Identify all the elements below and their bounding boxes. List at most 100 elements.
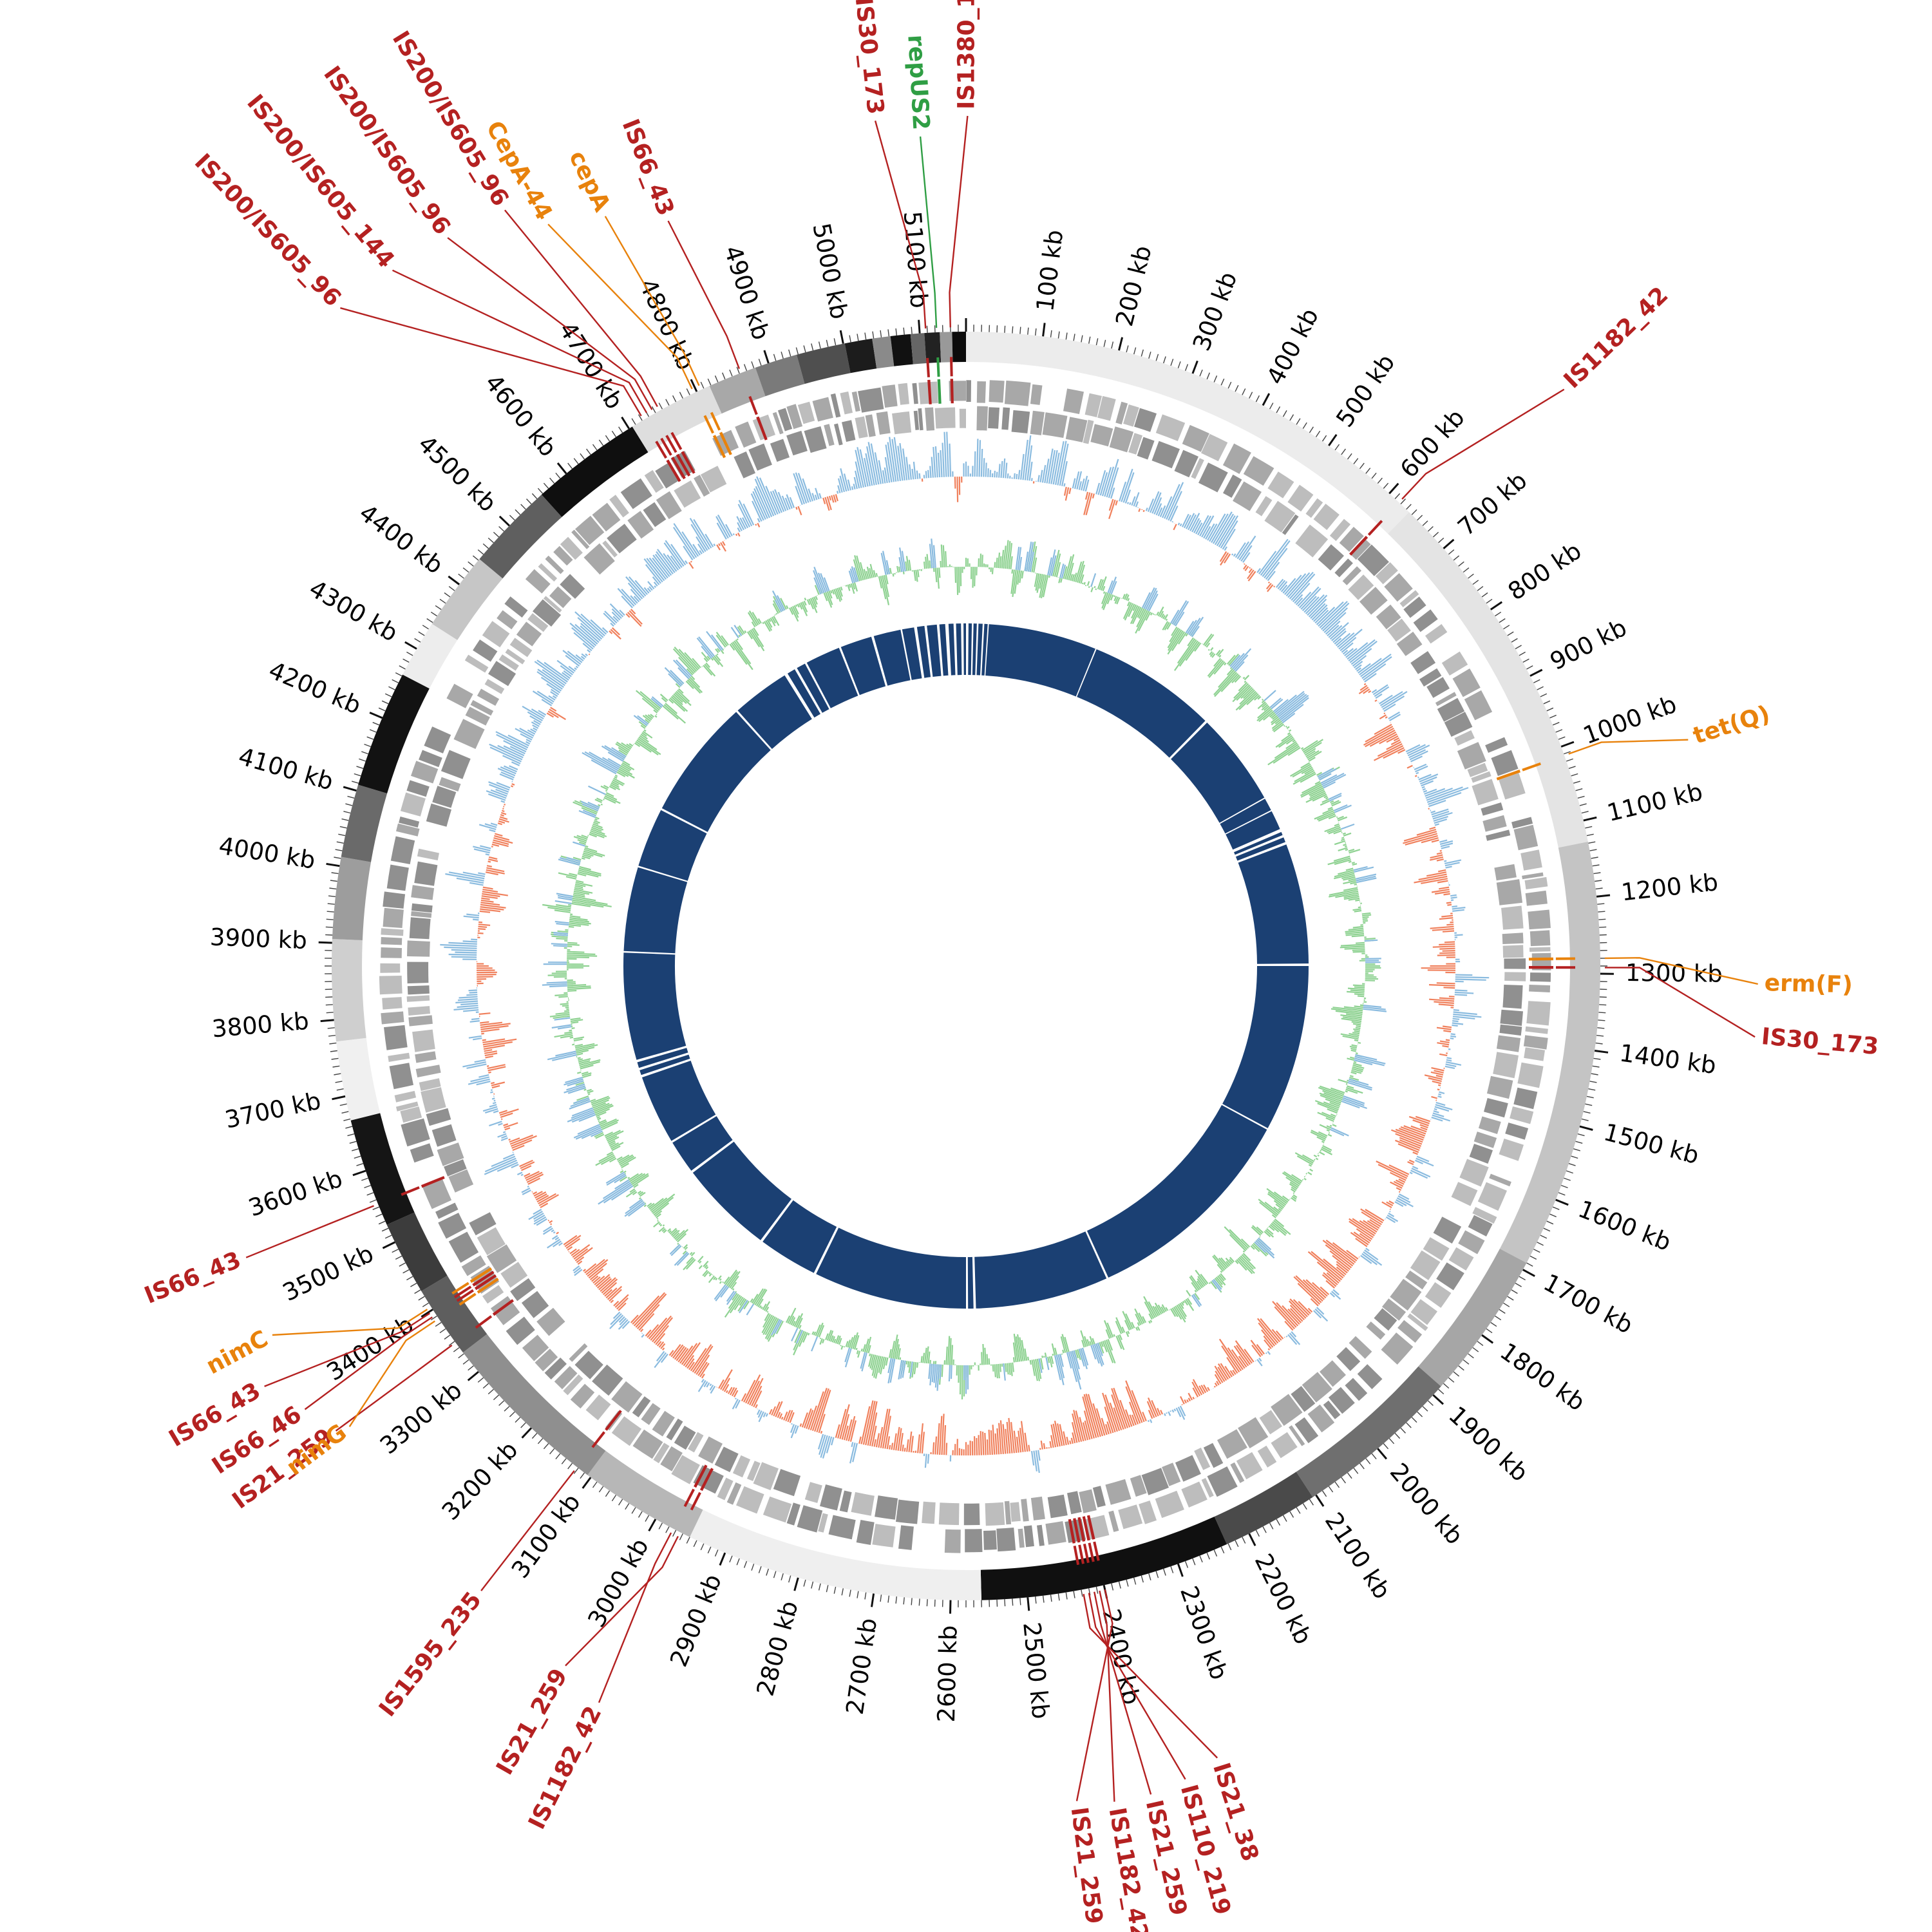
tick-label: 3800 kb bbox=[211, 1007, 310, 1043]
gene-label: IS1380_141 bbox=[953, 0, 980, 109]
tick-label: 3700 kb bbox=[222, 1087, 323, 1134]
tick-label: 1200 kb bbox=[1620, 868, 1719, 906]
tick-label: 2700 kb bbox=[841, 1616, 883, 1717]
tick-label: 1500 kb bbox=[1601, 1118, 1702, 1170]
tick-label: 700 kb bbox=[1452, 466, 1532, 541]
contig-segment bbox=[690, 1510, 981, 1600]
tick-label: 600 kb bbox=[1395, 404, 1470, 483]
contig-segment bbox=[479, 495, 562, 579]
tick-label: 1400 kb bbox=[1618, 1039, 1718, 1079]
gene-position-mark bbox=[655, 440, 668, 459]
tick-label: 3000 kb bbox=[582, 1533, 654, 1632]
gene-cds-mark bbox=[492, 1299, 514, 1316]
tick-label: 3900 kb bbox=[209, 923, 307, 954]
gene-position-mark bbox=[665, 435, 677, 453]
contig-segment bbox=[350, 1113, 415, 1225]
contig-segment bbox=[844, 338, 877, 374]
contig-segment bbox=[402, 623, 458, 689]
tick-label: 5000 kb bbox=[807, 221, 853, 321]
gene-cds-mark bbox=[1068, 1519, 1075, 1544]
gene-cds-mark bbox=[671, 457, 686, 480]
gene-leader-line bbox=[1088, 1593, 1186, 1780]
contig-segment bbox=[924, 332, 942, 363]
tick-label: 1900 kb bbox=[1443, 1401, 1533, 1487]
tick-label: 4300 kb bbox=[305, 574, 402, 647]
gene-leader-line bbox=[335, 1344, 453, 1432]
gene-cds-mark bbox=[472, 1271, 495, 1287]
contig-segment bbox=[386, 1212, 448, 1291]
tick-label: 500 kb bbox=[1331, 349, 1400, 432]
tick-label: 3600 kb bbox=[245, 1164, 346, 1222]
tick-label: 1700 kb bbox=[1539, 1269, 1638, 1340]
gene-leader-line bbox=[598, 1532, 672, 1703]
gene-position-mark bbox=[926, 357, 930, 377]
gene-cds-mark bbox=[699, 1468, 714, 1492]
gene-leader-line bbox=[1094, 1591, 1152, 1795]
contig-segment bbox=[709, 367, 766, 414]
contig-segment bbox=[1499, 842, 1601, 1263]
gene-cds-mark bbox=[1077, 1517, 1086, 1542]
contig-segment bbox=[1214, 1472, 1313, 1544]
tick-label: 4500 kb bbox=[413, 430, 502, 518]
tick-label: 400 kb bbox=[1262, 304, 1325, 390]
gene-position-mark bbox=[710, 412, 721, 431]
gene-leader-line bbox=[447, 237, 653, 410]
gene-position-mark bbox=[1078, 1544, 1084, 1564]
contig-segment bbox=[587, 1450, 703, 1537]
contig-segment bbox=[797, 343, 851, 384]
gene-position-mark bbox=[401, 1186, 420, 1196]
tick-label: 4900 kb bbox=[719, 242, 775, 343]
contig-segment bbox=[336, 1037, 381, 1121]
gene-leader-line bbox=[604, 216, 700, 386]
gene-position-mark bbox=[703, 415, 715, 434]
gene-cds-mark bbox=[694, 1464, 708, 1488]
gene-cds-mark bbox=[469, 1267, 493, 1283]
gene-leader-line bbox=[480, 1470, 575, 1591]
gene-cds-mark bbox=[927, 379, 932, 404]
gene-position-mark bbox=[1367, 520, 1383, 536]
gene-cds-mark bbox=[937, 379, 942, 404]
gene-label: IS66_43 bbox=[141, 1247, 245, 1309]
gene-leader-line bbox=[264, 1312, 431, 1387]
tick-label: 2500 kb bbox=[1018, 1621, 1055, 1720]
gene-cds-mark bbox=[756, 416, 768, 440]
contig-segment bbox=[980, 1517, 1227, 1600]
contig-segment bbox=[431, 559, 503, 640]
gene-cds-mark bbox=[421, 1176, 445, 1188]
contig-segment bbox=[332, 939, 366, 1042]
contig-segment bbox=[358, 674, 430, 793]
tick-label: 3400 kb bbox=[322, 1311, 419, 1387]
tick-label: 3500 kb bbox=[278, 1240, 378, 1307]
gene-label: IS21_259 bbox=[1066, 1806, 1108, 1926]
tick-label: 2100 kb bbox=[1320, 1508, 1396, 1604]
tick-label: 2000 kb bbox=[1385, 1458, 1469, 1550]
gene-cds-mark bbox=[1349, 536, 1368, 556]
contig-segment bbox=[1418, 1249, 1527, 1387]
gene-position-mark bbox=[456, 1289, 474, 1302]
gene-leader-line bbox=[1099, 1590, 1115, 1802]
gene-position-mark bbox=[748, 395, 758, 415]
gene-position-mark bbox=[1083, 1543, 1090, 1564]
gene-cds-mark bbox=[1073, 1518, 1081, 1543]
gene-leader-line bbox=[547, 223, 693, 390]
gene-leader-line bbox=[667, 220, 741, 370]
tick-label: 100 kb bbox=[1031, 228, 1068, 313]
tick-label: 2900 kb bbox=[665, 1570, 727, 1671]
contig-segment bbox=[910, 333, 927, 365]
gene-cds-mark bbox=[1496, 770, 1520, 781]
gene-leader-line bbox=[1568, 739, 1689, 755]
contig-segment bbox=[541, 426, 649, 517]
tick-label: 300 kb bbox=[1188, 268, 1243, 354]
contig-segment bbox=[421, 1275, 488, 1353]
contig-segment bbox=[1296, 1366, 1441, 1497]
gene-position-mark bbox=[1073, 1546, 1080, 1566]
gene-position-mark bbox=[660, 437, 672, 456]
major-ticks bbox=[318, 318, 1614, 1614]
gene-cds-mark bbox=[1086, 1515, 1095, 1540]
gene-label: nimC bbox=[202, 1325, 272, 1379]
gene-leader-line bbox=[392, 269, 648, 413]
tick-label: 4400 kb bbox=[354, 499, 448, 580]
gene-position-mark bbox=[1522, 762, 1541, 772]
tick-label: 4200 kb bbox=[265, 656, 365, 720]
